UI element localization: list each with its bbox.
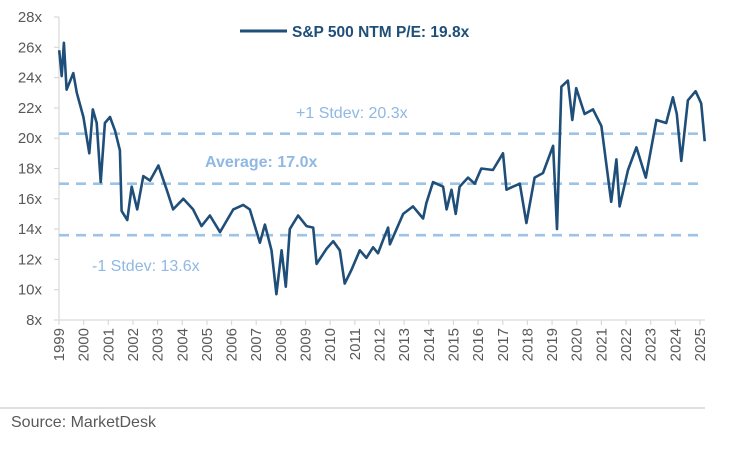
legend-label: S&P 500 NTM P/E: 19.8x (292, 24, 470, 41)
legend: S&P 500 NTM P/E: 19.8x (240, 24, 470, 41)
series-line-sp500-pe (57, 41, 706, 296)
y-tick-label: 16x (18, 191, 43, 208)
x-tick-label: 2010 (322, 328, 339, 361)
y-tick-label: 8x (26, 312, 42, 329)
x-tick-label: 2012 (372, 328, 389, 361)
x-tick-label: 2015 (445, 328, 462, 361)
y-tick-label: 12x (18, 251, 43, 268)
x-tick-label: 2005 (199, 328, 216, 361)
x-tick-label: 2018 (519, 328, 536, 361)
x-tick-label: 2021 (593, 328, 610, 361)
reference-lines (59, 132, 705, 237)
x-tick-label: 2000 (76, 328, 93, 361)
x-tick-label: 2003 (150, 328, 167, 361)
x-axis: 1999 2000 2001 2002 2003 2004 2005 2006 2007 2008… (51, 319, 709, 361)
x-tick-label: 2006 (224, 328, 241, 361)
y-tick-label: 18x (18, 161, 43, 178)
x-tick-label: 2008 (273, 328, 290, 361)
x-tick-label: 2002 (125, 328, 142, 361)
x-tick-label: 2014 (421, 328, 438, 361)
x-tick-label: 2017 (495, 328, 512, 361)
average-label: Average: 17.0x (205, 154, 317, 171)
source-note: Source: MarketDesk (11, 414, 156, 431)
x-tick-label: 2019 (544, 328, 561, 361)
x-tick-label: 2004 (174, 328, 191, 361)
y-tick-label: 28x (18, 9, 43, 26)
y-tick-label: 26x (18, 39, 43, 56)
x-tick-label: 2013 (396, 328, 413, 361)
y-tick-label: 20x (18, 130, 43, 147)
x-tick-label: 2024 (667, 328, 684, 361)
x-tick-label: 2016 (470, 328, 487, 361)
x-tick-label: 1999 (51, 328, 68, 361)
x-tick-label: 2007 (248, 328, 265, 361)
x-tick-label: 2011 (347, 328, 364, 360)
y-tick-label: 22x (18, 100, 43, 117)
x-tick-label: 2020 (569, 328, 586, 361)
x-tick-label: 2025 (692, 328, 709, 361)
x-tick-label: 2001 (100, 328, 117, 361)
y-tick-label: 10x (18, 282, 43, 299)
x-tick-label: 2022 (618, 328, 635, 361)
minus-1-stdev-label: -1 Stdev: 13.6x (92, 258, 200, 275)
x-tick-label: 2023 (643, 328, 660, 361)
y-tick-label: 14x (18, 221, 43, 238)
y-tick-label: 24x (18, 70, 43, 87)
plus-1-stdev-label: +1 Stdev: 20.3x (296, 105, 408, 122)
y-axis: 8x 10x 12x 14x 16x 18x 20x 22x 24x 26x 28x (18, 9, 60, 329)
x-tick-label: 2009 (298, 328, 315, 361)
